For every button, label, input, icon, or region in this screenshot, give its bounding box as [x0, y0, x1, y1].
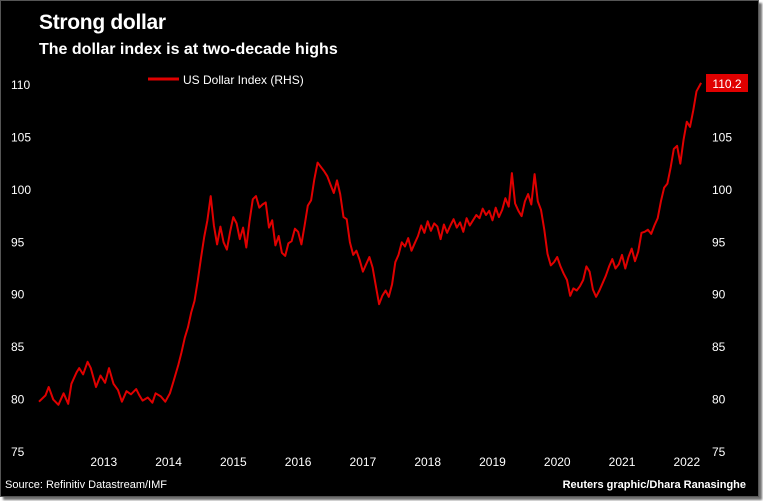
- callout-box: [706, 74, 748, 92]
- right-y-tick-label: 105: [712, 130, 732, 144]
- x-tick-label: 2018: [414, 455, 441, 469]
- x-tick-label: 2016: [285, 455, 312, 469]
- left-y-tick-label: 90: [11, 288, 25, 302]
- x-tick-label: 2022: [673, 455, 700, 469]
- right-y-tick-label: 90: [712, 288, 726, 302]
- source-note: Source: Refinitiv Datastream/IMF: [5, 479, 167, 491]
- chart-title: Strong dollar: [39, 11, 166, 34]
- x-tick-label: 2013: [90, 455, 117, 469]
- series-line: [38, 82, 702, 406]
- callout-label: 110.2: [712, 77, 741, 91]
- left-y-tick-label: 80: [11, 393, 25, 407]
- x-tick-label: 2015: [220, 455, 247, 469]
- x-tick-label: 2019: [479, 455, 506, 469]
- x-tick-label: 2020: [544, 455, 571, 469]
- chart-subtitle: The dollar index is at two-decade highs: [39, 41, 338, 58]
- left-y-tick-label: 85: [11, 340, 25, 354]
- right-y-axis: 75 80 85 90 95 100 105: [712, 130, 732, 459]
- right-y-tick-label: 80: [712, 393, 726, 407]
- credit-note: Reuters graphic/Dhara Ranasinghe: [562, 479, 746, 491]
- x-axis: 2013 2014 2015 2016 2017 2018 2019 2020 2021 2022: [90, 455, 700, 469]
- x-tick-label: 2017: [350, 455, 377, 469]
- right-y-tick-label: 75: [712, 445, 726, 459]
- last-value-callout: 110.2: [706, 74, 748, 92]
- left-y-tick-label: 105: [11, 130, 31, 144]
- left-y-tick-label: 110: [11, 78, 30, 92]
- right-y-tick-label: 100: [712, 183, 732, 197]
- legend: US Dollar Index (RHS): [148, 73, 304, 87]
- right-y-tick-label: 85: [712, 340, 726, 354]
- left-y-axis: 75 80 85 90 95 100 105 110: [11, 78, 31, 459]
- left-y-tick-label: 75: [11, 445, 25, 459]
- left-y-tick-label: 95: [11, 235, 25, 249]
- x-tick-label: 2021: [609, 455, 636, 469]
- left-y-tick-label: 100: [11, 183, 31, 197]
- x-tick-label: 2014: [155, 455, 182, 469]
- legend-label: US Dollar Index (RHS): [183, 73, 304, 87]
- right-y-tick-label: 95: [712, 235, 726, 249]
